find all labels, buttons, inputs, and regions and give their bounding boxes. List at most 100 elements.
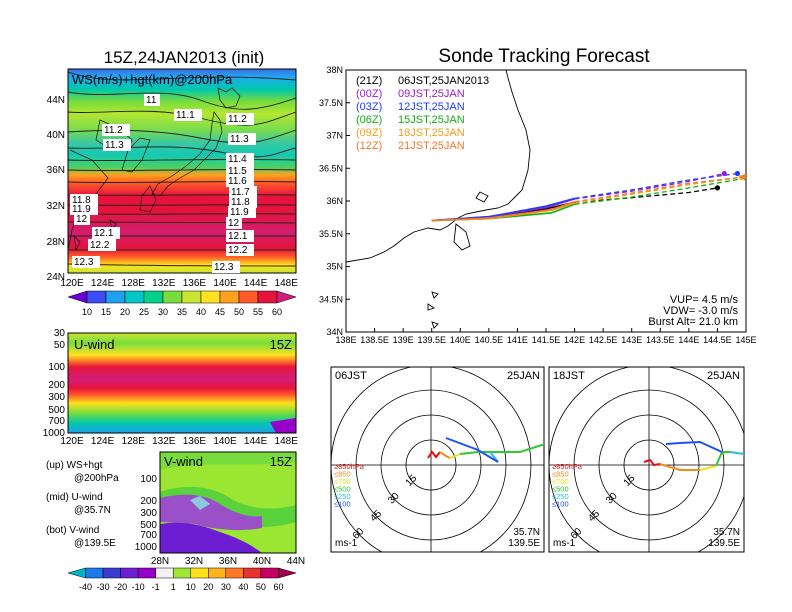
uwind-x-tick: 124E	[91, 436, 115, 447]
map-lon-tick: 132E	[152, 278, 176, 289]
uwind-y-tick: 50	[54, 340, 66, 351]
hodo-level-label: ≤100	[552, 500, 569, 509]
map-lon-tick: 148E	[275, 278, 299, 289]
svg-text:11.2: 11.2	[228, 114, 247, 125]
coastline-kanto	[346, 70, 531, 329]
uwind-y-tick: 700	[48, 416, 65, 427]
uwind-y-tick: 30	[54, 328, 66, 339]
contour-label: 11.9	[70, 203, 98, 215]
uwind-y-tick: 300	[48, 392, 65, 403]
map-lon-tick: 136E	[183, 278, 207, 289]
map-lon-ticks: 120E 124E 128E 132E 136E 140E 144E 148E	[60, 278, 298, 289]
vwind-colorbar-label: -20	[114, 582, 127, 592]
colorbar-label: 10	[82, 307, 92, 317]
burst-point	[742, 174, 746, 180]
contour-label: 11.3	[103, 139, 131, 151]
colorbar-label: 40	[196, 307, 206, 317]
vwind-colorbar-swatch	[278, 567, 297, 579]
track-legend-utc: (03Z)	[356, 101, 382, 113]
map-lat-tick: 44N	[47, 95, 65, 106]
note-up: (up) WS+hgt	[46, 460, 103, 471]
hodo-lat: 35.7N	[513, 527, 540, 538]
track-lon-tick: 143.5E	[646, 335, 675, 345]
map-lat-tick: 40N	[47, 130, 65, 141]
colorbar-swatch	[143, 290, 164, 304]
svg-text:11.2: 11.2	[104, 125, 123, 136]
svg-text:12.1: 12.1	[228, 231, 248, 242]
vwind-colorbar-swatch	[172, 567, 192, 579]
map-panel: WS(m/s)+hgt(km)@200hPa 11 11.1 11.2 11.2 11.…	[47, 68, 298, 317]
map-lat-tick: 32N	[47, 201, 65, 212]
hodo-time: 18JST	[553, 370, 585, 382]
vwind-colorbar-swatch	[225, 567, 244, 579]
uwind-negative-patch	[270, 418, 296, 433]
vwind-colorbar-label: 30	[221, 582, 231, 592]
colorbar-label: 55	[253, 307, 263, 317]
svg-text:11.9: 11.9	[230, 207, 249, 218]
hodo-date: 25JAN	[707, 370, 740, 382]
contour-label: 11.9	[228, 206, 256, 218]
colorbar-swatch	[200, 290, 221, 304]
colorbar-swatch	[257, 290, 278, 304]
track-lon-tick: 143E	[621, 335, 642, 345]
colorbar-swatch	[276, 290, 297, 304]
svg-text:11.3: 11.3	[230, 134, 249, 145]
vwind-colorbar-label: -1	[152, 582, 160, 592]
contour-label: 11.5	[226, 165, 254, 177]
colorbar-swatch	[67, 290, 88, 304]
vwind-colorbar-label: 40	[238, 582, 248, 592]
track-line-dashed	[574, 177, 746, 205]
track-param: Burst Alt= 21.0 km	[648, 316, 738, 328]
svg-text:12.3: 12.3	[74, 257, 94, 268]
track-lon-tick: 138E	[335, 335, 356, 345]
map-lon-tick: 124E	[91, 278, 115, 289]
hodo-trace	[729, 451, 744, 456]
vwind-x-tick: 32N	[185, 556, 203, 567]
track-lon-tick: 145E	[735, 335, 756, 345]
hodo-date: 25JAN	[507, 370, 540, 382]
track-lon-tick: 142.5E	[589, 335, 618, 345]
contour-label: 11.4	[226, 153, 254, 165]
vwind-colorbar-label: 20	[203, 582, 213, 592]
map-lon-tick: 144E	[244, 278, 268, 289]
colorbar-swatch	[162, 290, 183, 304]
uwind-x-tick: 120E	[60, 436, 84, 447]
uwind-y-tick: 500	[48, 405, 65, 416]
vwind-colorbar-label: -30	[97, 582, 110, 592]
uwind-x-tick: 136E	[183, 436, 207, 447]
track-line-dashed	[574, 176, 745, 203]
vwind-colorbar-label: -40	[79, 582, 92, 592]
track-line-dashed	[574, 176, 742, 204]
vwind-colorbar-swatch	[208, 567, 227, 579]
colorbar-label: 45	[215, 307, 225, 317]
track-legend-jst: 18JST,25JAN	[398, 127, 465, 139]
track-lon-tick: 141.5E	[532, 335, 561, 345]
hodo-level-label: ≤500	[334, 485, 351, 494]
track-legend-jst: 21JST,25JAN	[398, 140, 465, 152]
note-mid: (mid) U-wind	[46, 492, 103, 503]
hodo-trace	[659, 463, 700, 471]
svg-text:12: 12	[228, 218, 240, 229]
hodo-trace	[427, 450, 441, 459]
vwind-label: V-wind	[164, 454, 203, 469]
contour-label: 12.3	[212, 261, 240, 273]
track-legend: (21Z) 06JST,25JAN2013 (00Z) 09JST,25JAN (03Z…	[356, 75, 489, 152]
vwind-x-tick: 44N	[287, 556, 305, 567]
colorbar-label: 60	[272, 307, 282, 317]
contour-label: 12.2	[226, 244, 254, 256]
hodo-level-label: ≤850	[552, 470, 569, 479]
track-lat-tick: 36N	[326, 196, 343, 206]
track-lon-tick: 140.5E	[475, 335, 504, 345]
track-lon-tick: 139E	[393, 335, 414, 345]
svg-text:11.9: 11.9	[72, 204, 91, 215]
uwind-time: 15Z	[270, 337, 292, 352]
vwind-x-tick: 36N	[219, 556, 237, 567]
uwind-x-tick: 140E	[213, 436, 237, 447]
vwind-colorbar-label: 10	[186, 582, 196, 592]
track-lat-tick: 36.5N	[319, 163, 343, 173]
contour-label: 12.1	[92, 227, 120, 239]
track-lon-tick: 141E	[507, 335, 528, 345]
hodo-lon: 139.5E	[708, 538, 740, 549]
uwind-label: U-wind	[74, 337, 114, 352]
